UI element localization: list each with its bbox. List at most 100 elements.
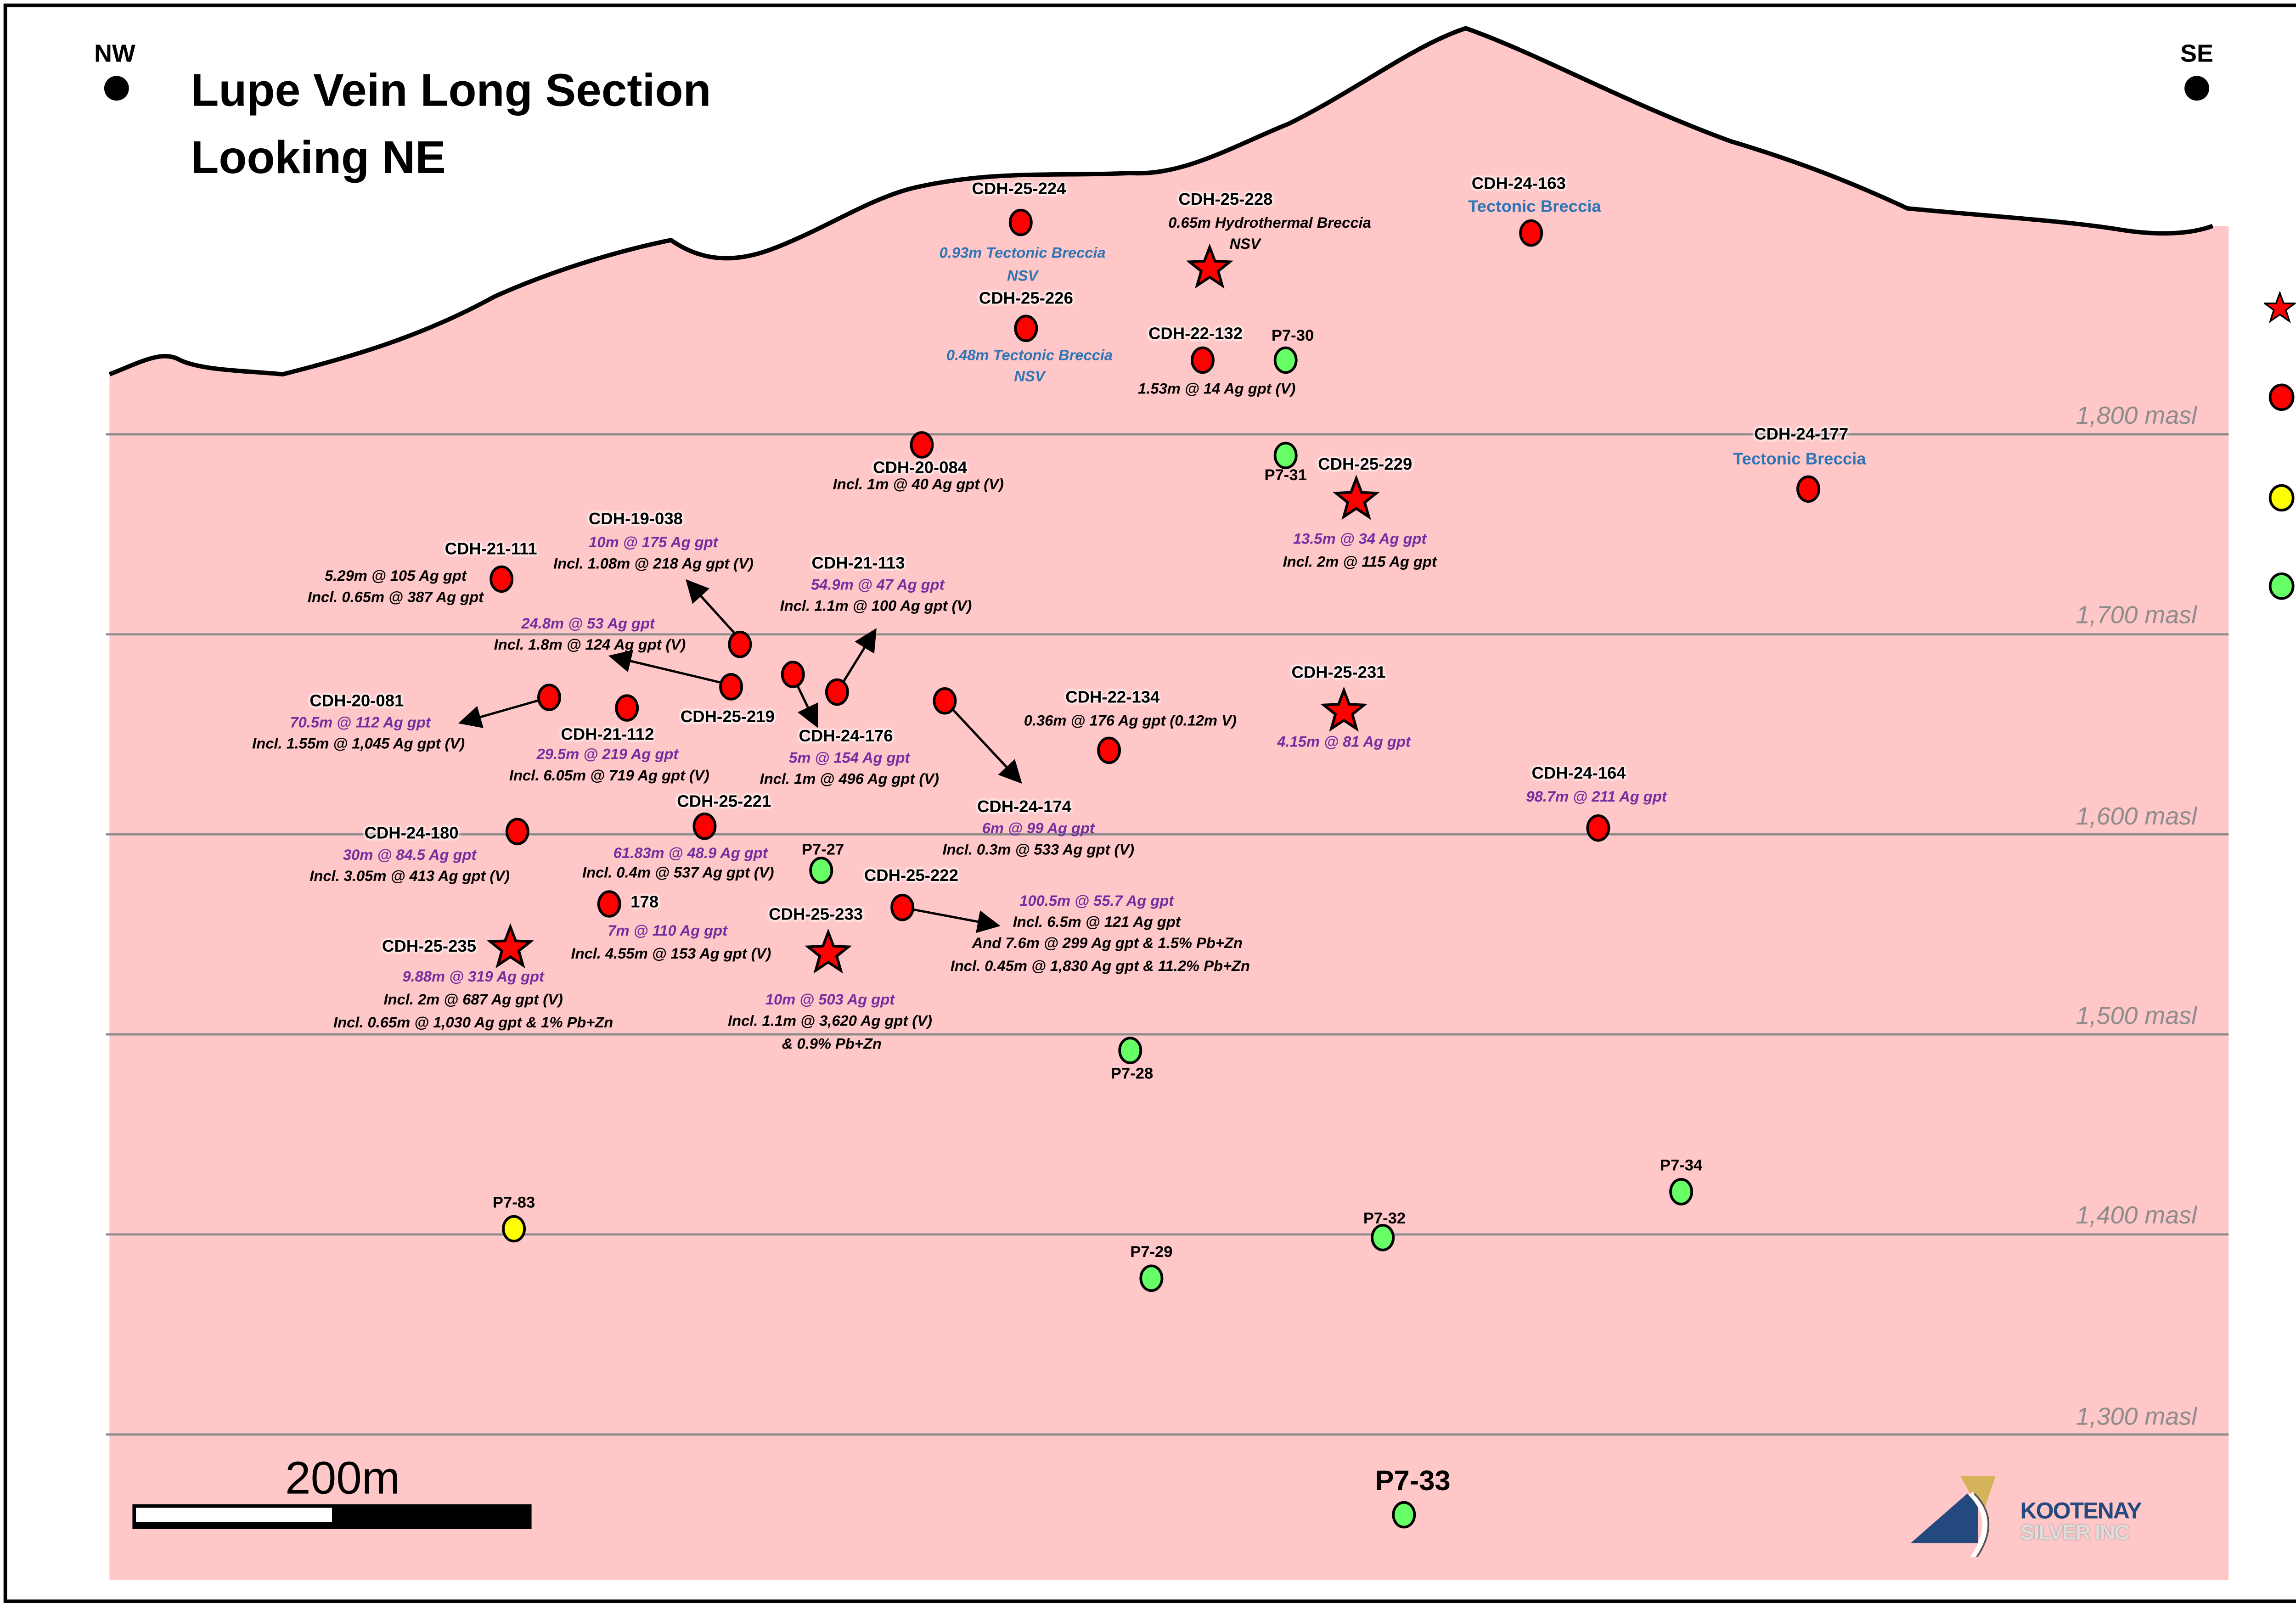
intercept-detail-label: And 7.6m @ 299 Ag gpt & 1.5% Pb+Zn (972, 934, 1243, 952)
hole-marker-cdh-21-113 (825, 678, 849, 706)
intercept-detail-label: Incl. 1m @ 40 Ag gpt (V) (833, 475, 1004, 493)
hole-id-label: P7-29 (1130, 1243, 1173, 1261)
hole-id-label: CDH-21-113 (811, 554, 905, 574)
logo-text-line-2: SILVER INC (2020, 1520, 2129, 1545)
hole-marker-cdh-20-084 (910, 431, 934, 459)
hole-id-label: CDH-24-176 (799, 727, 893, 747)
hole-marker-cdh-24-176 (781, 661, 805, 688)
hole-marker-p7-83 (502, 1215, 526, 1243)
hole-id-label: CDH-25-221 (677, 792, 771, 813)
elevation-label: 1,700 masl (2076, 600, 2197, 629)
intercept-grade-label: 4.15m @ 81 Ag gpt (1277, 732, 1411, 751)
kootenay-silver-logo: KOOTENAY SILVER INC (1907, 1469, 2189, 1557)
intercept-detail-label: Incl. 4.55m @ 153 Ag gpt (V) (571, 944, 771, 962)
intercept-detail-label: Incl. 6.5m @ 121 Ag gpt (1013, 913, 1181, 931)
compass-se-label: SE (2180, 39, 2213, 67)
intercept-detail-label: Incl. 0.3m @ 533 Ag gpt (V) (942, 840, 1135, 858)
yellow-circle-icon (2268, 470, 2296, 524)
intercept-detail-label: Tectonic Breccia (1468, 197, 1601, 218)
hole-id-label: CDH-25-233 (769, 905, 863, 926)
hole-marker-cdh-25-222 (890, 893, 915, 921)
intercept-detail-label: Incl. 0.65m @ 387 Ag gpt (307, 588, 484, 606)
intercept-grade-label: 6m @ 99 Ag gpt (982, 819, 1095, 837)
intercept-grade-label: 100.5m @ 55.7 Ag gpt (1019, 892, 1174, 909)
intercept-detail-label: Incl. 3.05m @ 413 Ag gpt (V) (310, 867, 510, 885)
hole-marker-cdh-22-132 (1190, 346, 1215, 374)
hole-id-label: CDH-25-231 (1291, 663, 1386, 684)
elevation-label: 1,300 masl (2076, 1401, 2197, 1430)
logo-mark-icon (1911, 1476, 1996, 1557)
hole-marker-cdh-25-231 (1320, 686, 1368, 732)
compass-nw-marker (104, 76, 129, 101)
hole-id-label: CDH-25-219 (680, 708, 775, 728)
hole-id-label: CDH-22-134 (1065, 688, 1160, 708)
star-icon (2262, 280, 2296, 335)
hole-trace-arrow (944, 700, 1022, 784)
elevation-label: 1,500 masl (2076, 1001, 2197, 1029)
intercept-grade-label: 10m @ 503 Ag gpt (765, 990, 895, 1008)
elevation-label: 1,800 masl (2076, 400, 2197, 429)
hole-marker-p7-27 (809, 857, 833, 884)
hole-marker-cdh-25-228 (1186, 243, 1233, 289)
hole-id-label: P7-33 (1375, 1467, 1451, 1498)
intercept-grade-label: 9.88m @ 319 Ag gpt (402, 967, 544, 985)
hole-marker-cdh-24-163 (1519, 219, 1543, 247)
hole-marker-178 (597, 890, 621, 918)
intercept-grade-label: 98.7m @ 211 Ag gpt (1526, 787, 1667, 805)
intercept-grade-label: 10m @ 175 Ag gpt (589, 533, 718, 551)
hole-id-label: CDH-24-163 (1471, 174, 1566, 195)
scale-bar-label: 200m (285, 1451, 400, 1504)
hole-id-label: P7-28 (1110, 1064, 1154, 1083)
intercept-detail-label: Tectonic Breccia (1733, 450, 1866, 470)
hole-id-label: P7-32 (1363, 1209, 1406, 1227)
hole-id-label: P7-30 (1271, 326, 1314, 344)
hole-marker-cdh-25-226 (1014, 314, 1038, 342)
title-line-1: Lupe Vein Long Section (191, 63, 711, 117)
intercept-detail-label: Incl. 2m @ 687 Ag gpt (V) (383, 990, 563, 1008)
hole-marker-cdh-25-229 (1332, 475, 1380, 520)
intercept-detail-label: Incl. 0.45m @ 1,830 Ag gpt & 11.2% Pb+Zn (950, 957, 1250, 975)
intercept-grade-label: 7m @ 110 Ag gpt (608, 921, 728, 939)
intercept-grade-label: 70.5m @ 112 Ag gpt (290, 713, 431, 731)
elevation-label: 1,600 masl (2076, 801, 2197, 829)
hole-trace-arrow (458, 696, 550, 728)
compass-nw-label: NW (94, 39, 135, 67)
section-fill (109, 28, 2229, 1580)
intercept-detail-label: 1.53m @ 14 Ag gpt (V) (1138, 379, 1296, 398)
hole-marker-cdh-21-112 (615, 694, 639, 722)
intercept-detail-label: 0.93m Tectonic Breccia (939, 243, 1106, 262)
hole-marker-p7-30 (1273, 346, 1298, 374)
scale-bar-white-segment (136, 1508, 332, 1522)
hole-marker-cdh-21-111 (490, 565, 514, 593)
intercept-detail-label: NSV (1007, 266, 1038, 285)
red-circle-icon (2268, 369, 2296, 424)
hole-id-label: CDH-24-174 (977, 798, 1072, 818)
hole-marker-cdh-24-177 (1796, 475, 1820, 503)
intercept-grade-label: 54.9m @ 47 Ag gpt (811, 575, 945, 594)
hole-marker-cdh-20-081 (537, 684, 561, 711)
intercept-detail-label: Incl. 1.1m @ 100 Ag gpt (V) (780, 596, 972, 615)
hole-marker-cdh-19-038 (728, 630, 752, 658)
hole-id-label: P7-27 (801, 840, 844, 858)
hole-id-label: CDH-24-164 (1531, 764, 1626, 784)
intercept-grade-label: 61.83m @ 48.9 Ag gpt (613, 844, 768, 862)
intercept-detail-label: Incl. 2m @ 115 Ag gpt (1283, 552, 1437, 571)
hole-marker-cdh-25-224 (1008, 208, 1033, 236)
hole-marker-p7-31 (1273, 442, 1298, 469)
intercept-detail-label: Incl. 1m @ 496 Ag gpt (V) (760, 769, 939, 788)
scale-bar (132, 1504, 532, 1529)
hole-marker-p7-29 (1139, 1264, 1164, 1292)
hole-marker-cdh-25-233 (805, 928, 852, 974)
hole-id-label: CDH-20-084 (873, 459, 968, 479)
intercept-detail-label: & 0.9% Pb+Zn (782, 1034, 882, 1053)
hole-id-label: P7-34 (1660, 1156, 1703, 1174)
intercept-detail-label: 5.29m @ 105 Ag gpt (325, 567, 467, 584)
hole-id-label: CDH-22-132 (1148, 325, 1243, 344)
intercept-detail-label: Incl. 0.65m @ 1,030 Ag gpt & 1% Pb+Zn (333, 1013, 613, 1031)
hole-marker-cdh-25-221 (692, 812, 717, 840)
hole-marker-cdh-24-164 (1586, 814, 1610, 842)
hole-marker-p7-34 (1669, 1178, 1694, 1206)
intercept-detail-label: Incl. 1.8m @ 124 Ag gpt (V) (494, 635, 686, 653)
intercept-detail-label: Incl. 1.08m @ 218 Ag gpt (V) (553, 554, 754, 572)
